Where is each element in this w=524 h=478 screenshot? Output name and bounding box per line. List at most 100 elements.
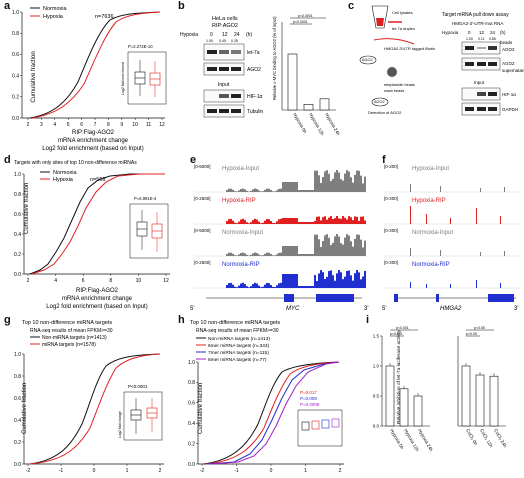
b-bar-label: Hypoxia 24h: [324, 112, 341, 137]
e-track-peak: [226, 285, 228, 288]
e-track-peak: [290, 274, 292, 288]
e-track-peak: [340, 272, 342, 288]
e-track-name: Normoxia-Input: [222, 230, 263, 236]
panel-label-i: i: [366, 314, 370, 326]
e-track-peak: [272, 255, 274, 256]
e-track-peak: [344, 217, 346, 224]
f-track-name: Normoxia-Input: [412, 230, 453, 236]
h-title: Top 10 non-difference miRNA targets: [190, 320, 280, 326]
e-track-peak: [310, 286, 312, 288]
e-track-peak: [272, 191, 274, 192]
e-track-peak: [246, 286, 248, 288]
e-track-peak: [352, 220, 354, 224]
c-q2: 0.11: [478, 37, 485, 41]
d-ytick: 0.8: [14, 192, 21, 198]
c-input-label: Input: [474, 80, 485, 85]
i-bar-label: Hypoxia 12h: [403, 428, 420, 453]
e-track-peak: [248, 287, 250, 288]
e-track-peak: [244, 253, 246, 256]
a-ytick: 1.0: [12, 10, 19, 16]
e-track-peak: [312, 254, 314, 256]
g-legend-0: Non-miRNA targets (n=1413): [42, 335, 107, 341]
c-hyp-label: Hypoxia: [442, 30, 459, 35]
e-track-peak: [328, 217, 330, 224]
c-hyp-0: 0: [468, 30, 471, 35]
e-track-peak: [330, 245, 332, 256]
e-track-peak: [364, 270, 366, 288]
b-hyp-0: 0: [210, 32, 213, 38]
e-track-peak: [330, 270, 332, 288]
e-track-peak: [310, 222, 312, 224]
e-track-peak: [338, 270, 340, 288]
e-track-name: Hypoxia-RIP: [222, 198, 256, 204]
e-track-peak: [270, 254, 272, 256]
c-step-beads: streptavidin beads: [384, 83, 415, 87]
g-ytick: 0.2: [14, 440, 21, 446]
e-track-peak: [270, 285, 272, 288]
e-track-peak: [268, 252, 270, 256]
e-track-peak: [252, 253, 254, 256]
a-ytick: 0.2: [12, 95, 19, 101]
a-xtick: 4: [53, 122, 56, 128]
e-track-peak: [318, 273, 320, 288]
e-track-peak: [358, 234, 360, 256]
e-track-peak: [350, 177, 352, 192]
c-hyp-unit: (h): [500, 30, 506, 35]
e-track-name: Normoxia-RIP: [222, 262, 260, 268]
e-track-peak: [268, 219, 270, 224]
e-track-peak: [358, 220, 360, 224]
e-track-peak: [234, 222, 236, 224]
e-track-peak: [278, 283, 280, 288]
panel-label-c: c: [348, 0, 355, 12]
c-step-lysate: Cell lysates: [392, 10, 412, 15]
h-ytick: 0.6: [188, 401, 195, 407]
h-legend-0: Non-miRNA targets (n=1413): [208, 336, 270, 342]
e-track-peak: [286, 218, 288, 224]
h-ytick: 0.8: [188, 380, 195, 386]
b-q1: 1.00: [206, 39, 213, 43]
i-bar-label: CoCl₂ 0h: [465, 428, 479, 447]
e-track-peak: [296, 218, 298, 224]
b-title1: HeLa cells: [212, 16, 238, 22]
e-track-peak: [228, 252, 230, 256]
e-track-peak: [280, 218, 282, 224]
e-track-peak: [302, 254, 304, 256]
b-blot-ago2: AGO2: [247, 67, 261, 73]
f-track-name: Normoxia-RIP: [412, 262, 450, 268]
d-title: Targets with only sites of top 10 non-di…: [14, 160, 137, 166]
e-track-peak: [310, 190, 312, 192]
f-track-peak: [480, 188, 481, 192]
a-xtick: 12: [159, 122, 165, 128]
e-track-peak: [346, 271, 348, 288]
e-track-peak: [260, 287, 262, 288]
a-xtick: 2: [27, 122, 30, 128]
e-track-peak: [354, 273, 356, 288]
e-track-peak: [334, 218, 336, 224]
e-track-peak: [328, 271, 330, 288]
e-track-peak: [312, 222, 314, 224]
e-track-peak: [294, 218, 296, 224]
e-track-peak: [250, 254, 252, 256]
e-track-peak: [264, 284, 266, 288]
e-track-peak: [238, 190, 240, 192]
e-track-peak: [282, 274, 284, 288]
panel-f-tracks: [0-200] Hypoxia-Input [0-200] Hypoxia-RIP [0…: [382, 164, 520, 312]
e-track-peak: [332, 178, 334, 192]
f-track-peak: [504, 251, 505, 256]
e-track-peak: [340, 243, 342, 256]
e-track-peak: [340, 179, 342, 192]
e-track-peak: [286, 246, 288, 256]
e-track-peak: [308, 254, 310, 256]
e-track-peak: [288, 218, 290, 224]
e-track-peak: [330, 181, 332, 192]
e-track-peak: [356, 216, 358, 224]
panel-label-h: h: [178, 314, 185, 326]
e-track-range: [0-5000]: [194, 228, 211, 233]
i-bar: [413, 395, 423, 427]
e-track-peak: [260, 223, 262, 224]
f-track-peak: [500, 216, 501, 224]
e-track-peak: [360, 279, 362, 288]
panel-h-chart: Top 10 non-difference miRNA targets RNA-…: [188, 320, 344, 474]
e-track-peak: [266, 218, 268, 224]
a-ytick: 0.4: [12, 73, 19, 79]
